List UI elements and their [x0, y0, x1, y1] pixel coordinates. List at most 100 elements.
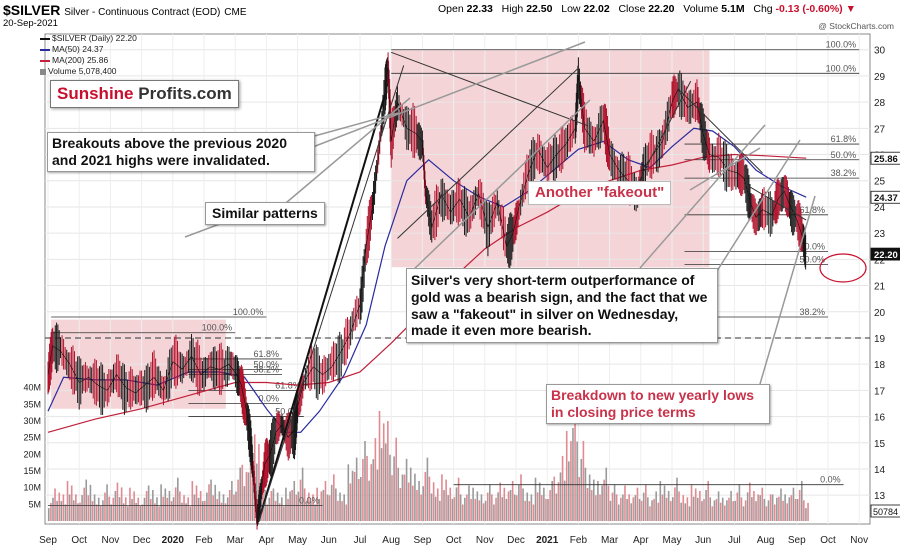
volume-bar: [48, 508, 50, 521]
stockcharts-credit[interactable]: @ StockCharts.com: [818, 21, 894, 31]
volume-bar: [497, 492, 499, 521]
volume-bar: [464, 497, 466, 521]
volume-bar: [730, 491, 732, 521]
y-tick-label: 18: [874, 360, 886, 371]
volume-bar: [509, 490, 512, 521]
volume-bar: [131, 498, 133, 521]
volume-bar: [669, 501, 672, 521]
volume-bar: [241, 464, 244, 521]
low-value: 22.02: [583, 3, 610, 15]
volume-bar: [100, 505, 102, 521]
annotation-breakdown: Breakdown to new yearly lows in closing …: [546, 384, 770, 424]
fib-level-label: 100.0%: [826, 63, 857, 73]
volume-bar: [613, 484, 616, 521]
volume-bar: [93, 494, 96, 521]
volume-bar: [682, 495, 685, 521]
trendline-2021-d: [677, 88, 763, 174]
volume-bar: [786, 503, 789, 521]
legend-ma50: MA(50) 24.37: [40, 44, 137, 55]
y-tick-label: 28: [874, 98, 886, 109]
volume-bar: [588, 474, 591, 521]
volume-bar: [686, 497, 689, 521]
pointer-outperf-a: [409, 99, 591, 274]
volume-bar: [339, 492, 341, 521]
volume-bar: [705, 490, 707, 521]
volume-bar: [732, 501, 734, 521]
volume-bar: [461, 504, 464, 521]
volume-bar: [751, 497, 753, 521]
volume-bar: [384, 443, 387, 521]
volume-bar: [678, 491, 680, 521]
volume-bar: [736, 492, 739, 521]
volume-bar: [649, 506, 651, 521]
volume-bar: [744, 500, 747, 521]
volume-bar: [72, 500, 75, 521]
volume-tick-label: 15M: [23, 466, 41, 476]
volume-bar: [295, 494, 298, 521]
volume-bar: [655, 491, 657, 521]
x-tick-label: Jun: [321, 535, 337, 546]
volume-tick-label: 5M: [28, 499, 41, 509]
volume-bar: [620, 497, 622, 521]
volume-bar: [715, 498, 718, 521]
legend-ma200: MA(200) 25.86: [40, 55, 137, 66]
volume-bar: [353, 471, 356, 521]
volume-bar: [355, 457, 358, 521]
volume-bar: [778, 496, 780, 521]
volume-bar: [563, 480, 566, 521]
price-label-value: 25.86: [874, 154, 898, 165]
volume-bar: [83, 487, 85, 521]
volume-bar: [116, 482, 119, 521]
volume-bar: [632, 497, 635, 521]
volume-bar: [276, 492, 279, 521]
price-label-value: 24.37: [874, 193, 898, 204]
volume-value: 5.1M: [721, 3, 745, 15]
volume-bar: [70, 485, 73, 521]
volume-bar: [118, 497, 121, 521]
volume-bar: [129, 487, 131, 521]
volume-bar: [337, 500, 339, 521]
volume-bar: [545, 498, 547, 521]
volume-bar: [590, 490, 593, 521]
volume-bar: [642, 492, 645, 521]
volume-bar: [449, 487, 452, 521]
volume-bar: [798, 490, 801, 521]
symbol: $SILVER: [3, 2, 61, 18]
trendline-support-steep: [257, 93, 386, 522]
volume-bar: [478, 500, 481, 521]
volume-bar: [154, 503, 156, 521]
volume-bar: [60, 501, 63, 521]
volume-bar: [285, 487, 287, 521]
highlight-ellipse: [819, 253, 867, 283]
volume-bar: [120, 487, 123, 521]
x-tick-label: Sep: [39, 535, 57, 546]
volume-bar: [701, 501, 703, 521]
fib-level-label: 0.0%: [820, 475, 841, 485]
volume-bar: [362, 459, 364, 521]
fib-level-label: 38.2%: [831, 168, 857, 178]
volume-bar: [482, 503, 485, 521]
volume-bar: [197, 497, 200, 521]
volume-bar: [432, 482, 435, 521]
volume-bar: [341, 501, 343, 521]
brand-part2: Profits.com: [138, 84, 232, 103]
x-tick-label: 2020: [162, 535, 185, 546]
pointer-breakouts-a: [299, 112, 399, 141]
volume-bar: [122, 503, 125, 521]
volume-bar: [543, 487, 545, 521]
volume-bar: [757, 494, 759, 521]
legend-volume-label: Volume 5,078,400: [48, 66, 117, 76]
volume-bar: [665, 497, 668, 521]
exchange: CME: [224, 7, 247, 18]
brand-part1: Sunshine: [57, 84, 134, 103]
volume-bar: [607, 485, 610, 521]
y-tick-label: 16: [874, 413, 886, 424]
volume-bar: [160, 484, 162, 521]
x-tick-label: May: [663, 535, 682, 546]
legend-ma50-swatch: [40, 48, 50, 51]
volume-bar: [709, 497, 712, 521]
volume-bar: [603, 479, 605, 521]
price-label-value: 22.20: [874, 250, 898, 261]
volume-bar: [374, 438, 377, 521]
volume-bar: [124, 497, 127, 521]
